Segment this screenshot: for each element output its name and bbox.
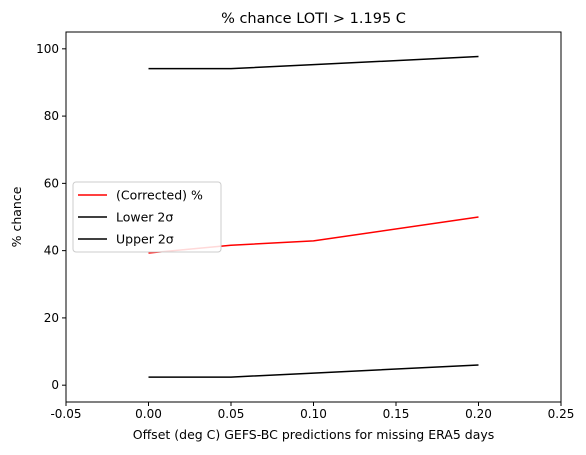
x-tick-label: 0.00	[135, 407, 162, 421]
y-axis-label: % chance	[9, 186, 24, 247]
chart-title: % chance LOTI > 1.195 C	[221, 11, 406, 27]
axes: -0.05 0.00 0.05 0.10 0.15 0.20 0.25 0 20 40 60 80 10…	[36, 42, 574, 421]
y-tick-label: 20	[44, 311, 59, 325]
x-tick-label: 0.20	[465, 407, 492, 421]
y-tick-label: 0	[51, 378, 59, 392]
x-tick-label: -0.05	[50, 407, 81, 421]
y-tick-label: 40	[44, 244, 59, 258]
legend: (Corrected) % Lower 2σ Upper 2σ	[72, 181, 222, 253]
x-tick-label: 0.05	[218, 407, 245, 421]
legend-label: Lower 2σ	[116, 210, 173, 225]
x-axis-label: Offset (deg C) GEFS-BC predictions for m…	[133, 427, 495, 442]
legend-label: Upper 2σ	[116, 232, 174, 247]
x-tick-label: 0.15	[383, 407, 410, 421]
series-line-3	[148, 55, 479, 70]
legend-label: (Corrected) %	[116, 188, 203, 203]
x-tick-label: 0.10	[300, 407, 327, 421]
y-tick-label: 60	[44, 176, 59, 190]
y-tick-label: 80	[44, 109, 59, 123]
y-tick-label: 100	[36, 42, 59, 56]
x-tick-label: 0.25	[548, 407, 575, 421]
legend-box	[72, 181, 222, 253]
series-line-2	[148, 364, 479, 378]
